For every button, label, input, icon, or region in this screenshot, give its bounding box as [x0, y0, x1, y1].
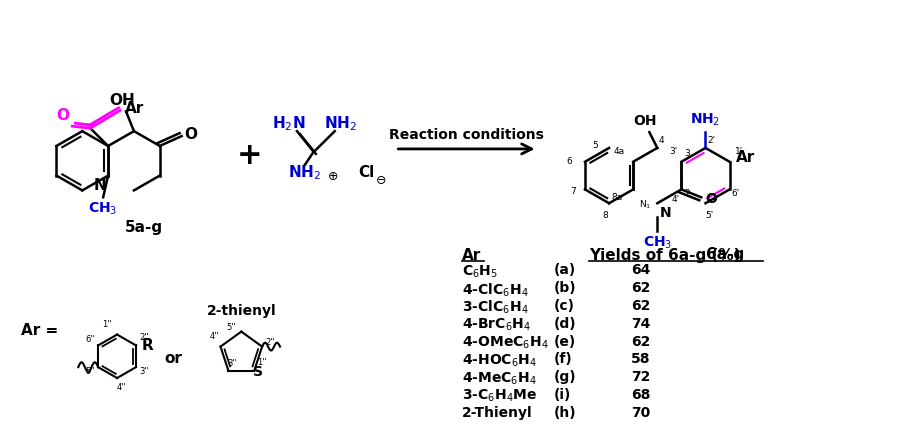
Text: 62: 62 — [631, 334, 650, 349]
Text: 74: 74 — [631, 317, 650, 331]
Text: 4'': 4'' — [116, 383, 125, 392]
Text: (f): (f) — [553, 352, 572, 366]
Text: 2-Thienyl: 2-Thienyl — [462, 406, 532, 420]
Text: 1'': 1'' — [103, 320, 112, 329]
Text: O: O — [57, 108, 70, 123]
Text: 4'': 4'' — [210, 332, 220, 341]
Text: 64: 64 — [631, 264, 650, 277]
Text: 7: 7 — [570, 187, 576, 196]
Text: 6a-g: 6a-g — [706, 247, 745, 262]
Text: (b): (b) — [553, 281, 576, 295]
Text: 3': 3' — [670, 148, 678, 156]
Text: O: O — [185, 127, 198, 142]
Text: 6'': 6'' — [85, 335, 95, 344]
Text: 5: 5 — [593, 141, 598, 151]
Text: NH$_2$: NH$_2$ — [324, 114, 357, 132]
Text: R: R — [142, 338, 154, 353]
Text: Ar: Ar — [736, 150, 755, 165]
Text: or: or — [165, 351, 182, 366]
Text: NH$_2$: NH$_2$ — [691, 112, 721, 128]
Text: 68: 68 — [631, 388, 650, 402]
Text: 2'': 2'' — [139, 333, 148, 342]
Text: Ar: Ar — [462, 248, 481, 263]
Text: 5': 5' — [705, 210, 714, 220]
Text: 72: 72 — [631, 370, 650, 384]
Text: $\ominus$: $\ominus$ — [375, 174, 387, 187]
Text: $\oplus$: $\oplus$ — [327, 170, 338, 183]
Text: Ar =: Ar = — [21, 323, 58, 338]
Text: OH: OH — [634, 114, 657, 128]
Text: N: N — [660, 206, 671, 220]
Text: H$_2$N: H$_2$N — [272, 114, 306, 132]
Text: 6': 6' — [731, 189, 740, 198]
Text: O: O — [705, 192, 717, 206]
Text: NH$_2$: NH$_2$ — [289, 163, 322, 182]
Text: 6: 6 — [566, 157, 572, 166]
Text: N: N — [93, 178, 106, 193]
Text: 4-OMeC$_6$H$_4$: 4-OMeC$_6$H$_4$ — [462, 334, 549, 351]
Text: 3-ClC$_6$H$_4$: 3-ClC$_6$H$_4$ — [462, 299, 529, 316]
Text: N$_1$: N$_1$ — [639, 199, 651, 211]
Text: S: S — [253, 365, 263, 379]
Text: 2-thienyl: 2-thienyl — [206, 304, 276, 318]
Text: +: + — [236, 141, 262, 171]
Text: 8a: 8a — [612, 193, 623, 202]
Text: 5'': 5'' — [85, 367, 95, 376]
Text: 62: 62 — [631, 299, 650, 313]
Text: 1': 1' — [736, 148, 744, 156]
Text: CH$_3$: CH$_3$ — [643, 235, 672, 251]
Text: Yields of 6a-g (%): Yields of 6a-g (%) — [589, 248, 741, 263]
Text: 3'': 3'' — [139, 367, 149, 376]
Text: 3'': 3'' — [227, 358, 237, 368]
Text: 3-C$_6$H$_4$Me: 3-C$_6$H$_4$Me — [462, 388, 537, 404]
Text: Ar: Ar — [125, 101, 144, 116]
Text: 4-ClC$_6$H$_4$: 4-ClC$_6$H$_4$ — [462, 281, 529, 299]
Text: (e): (e) — [553, 334, 575, 349]
Text: 3: 3 — [684, 149, 691, 158]
Text: 70: 70 — [631, 406, 650, 420]
Text: 2'': 2'' — [266, 338, 275, 347]
Text: (a): (a) — [553, 264, 575, 277]
Text: 2: 2 — [684, 189, 690, 198]
Text: 4: 4 — [659, 136, 664, 144]
Text: 4a: 4a — [614, 148, 625, 156]
Text: 58: 58 — [631, 352, 650, 366]
Text: 4-MeC$_6$H$_4$: 4-MeC$_6$H$_4$ — [462, 370, 537, 386]
Text: 2': 2' — [707, 136, 715, 144]
Text: (c): (c) — [553, 299, 574, 313]
Text: 5'': 5'' — [226, 323, 236, 332]
Text: CH$_3$: CH$_3$ — [89, 200, 118, 217]
Text: OH: OH — [109, 93, 135, 109]
Text: 4-HOC$_6$H$_4$: 4-HOC$_6$H$_4$ — [462, 352, 537, 369]
Text: C$_6$H$_5$: C$_6$H$_5$ — [462, 264, 498, 280]
Text: 5a-g: 5a-g — [125, 221, 163, 235]
Text: (h): (h) — [553, 406, 576, 420]
Text: (i): (i) — [553, 388, 571, 402]
Text: 62: 62 — [631, 281, 650, 295]
Text: (g): (g) — [553, 370, 576, 384]
Text: 1'': 1'' — [257, 358, 267, 367]
Text: 8: 8 — [602, 210, 608, 220]
Text: 4': 4' — [671, 195, 680, 204]
Text: 4-BrC$_6$H$_4$: 4-BrC$_6$H$_4$ — [462, 317, 531, 333]
Text: (d): (d) — [553, 317, 576, 331]
Text: Reaction conditions: Reaction conditions — [389, 128, 544, 142]
Text: Cl: Cl — [358, 165, 375, 180]
